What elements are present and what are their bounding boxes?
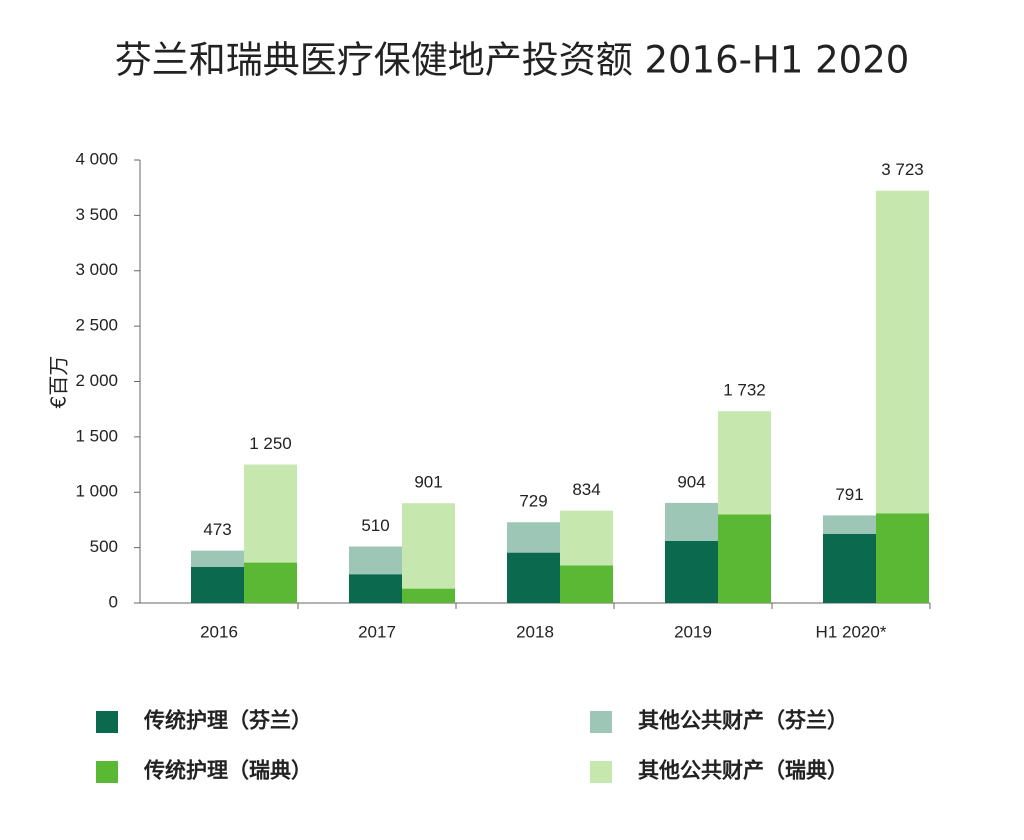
y-tick-label: 2 000 [75, 371, 118, 390]
legend-label: 传统护理（芬兰） [143, 708, 312, 733]
bar-segment [191, 550, 244, 568]
bar-segment [507, 552, 560, 603]
total-label: 901 [414, 473, 442, 492]
x-tick-label: 2019 [674, 622, 712, 641]
legend-swatch [590, 761, 612, 783]
bar-segment [402, 503, 455, 589]
total-label: 1 250 [249, 434, 292, 453]
total-label: 729 [519, 492, 547, 511]
bar-segment [349, 546, 402, 575]
x-tick-label: 2017 [358, 622, 396, 641]
bar-segment [402, 588, 455, 603]
bar-segment [349, 574, 402, 603]
bar-segment [823, 533, 876, 603]
bar-segment [507, 522, 560, 553]
y-tick-label: 3 500 [75, 205, 118, 224]
y-tick-label: 0 [109, 592, 118, 611]
bar-segment [823, 515, 876, 534]
bar-segment [191, 567, 244, 603]
legend-label: 其他公共财产（瑞典） [638, 758, 848, 783]
x-tick-label: 2016 [200, 622, 238, 641]
y-tick-label: 500 [90, 537, 118, 556]
y-tick-label: 4 000 [75, 149, 118, 168]
y-tick-label: 1 000 [75, 482, 118, 501]
total-label: 510 [361, 516, 389, 535]
bar-segment [244, 464, 297, 563]
bar-segment [718, 514, 771, 603]
bar-segment [560, 565, 613, 603]
bar-segment [560, 510, 613, 566]
total-label: 1 732 [723, 381, 766, 400]
x-tick-label: H1 2020* [816, 622, 887, 641]
legend-swatch [590, 711, 612, 733]
bar-segment [244, 562, 297, 603]
bar-segment [665, 540, 718, 603]
total-label: 791 [835, 485, 863, 504]
legend-label: 传统护理（瑞典） [143, 758, 312, 783]
chart-title: 芬兰和瑞典医疗保健地产投资额 2016-H1 2020 [115, 39, 910, 82]
legend-swatch [96, 761, 118, 783]
bar-segment [665, 502, 718, 541]
y-axis-label: €百万 [47, 356, 71, 409]
legend-swatch [96, 711, 118, 733]
bar-segment [718, 411, 771, 515]
total-label: 473 [203, 520, 231, 539]
y-tick-label: 3 000 [75, 260, 118, 279]
bar-segment [876, 513, 929, 603]
legend-label: 其他公共财产（芬兰） [638, 708, 848, 733]
x-tick-label: 2018 [516, 622, 554, 641]
total-label: 3 723 [881, 160, 924, 179]
y-tick-label: 2 500 [75, 316, 118, 335]
total-label: 904 [677, 472, 705, 491]
bar-segment [876, 190, 929, 514]
total-label: 834 [572, 480, 600, 499]
y-tick-label: 1 500 [75, 426, 118, 445]
